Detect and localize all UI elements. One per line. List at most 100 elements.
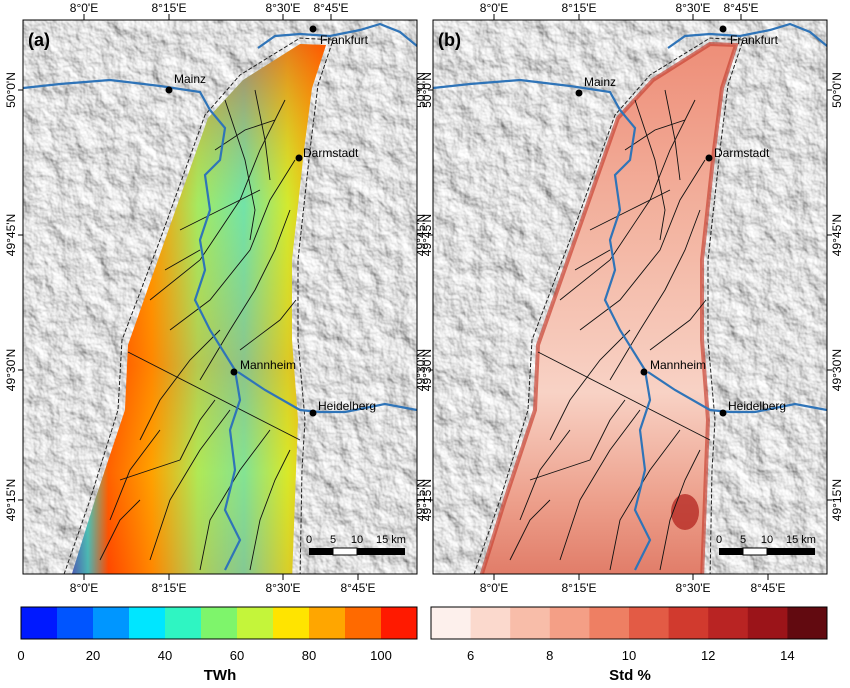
colorbar-swatch [431, 607, 472, 639]
city-dot-heidelberg [719, 409, 727, 417]
right-tick-label: 49°15'N [830, 479, 844, 521]
top-tick-label: 8°45'E [723, 1, 758, 15]
colorbar-tick-label: 8 [546, 648, 553, 663]
main-river [667, 22, 827, 49]
scale-bar-b: 0 5 10 15 km [716, 534, 816, 556]
top-tick-label: 8°15'E [561, 1, 596, 15]
colorbar-swatch [708, 607, 749, 639]
left-tick-label: 50°0'N [414, 72, 428, 108]
city-dot-frankfurt [719, 25, 727, 33]
map-panel-a: 8°0'E 8°15'E 8°30'E 8°45'E 8°0'E 8°15'E 8°30'E… [4, 1, 434, 684]
city-dot-mannheim [230, 368, 238, 376]
graticule-ticks-a: 8°0'E 8°15'E 8°30'E 8°45'E 8°0'E 8°15'E 8°30'E… [4, 1, 434, 595]
main-river [257, 22, 417, 49]
colorbar-tick-label: 60 [230, 648, 244, 663]
bottom-tick-label: 8°15'E [151, 581, 186, 595]
city-label-darmstadt: Darmstadt [714, 146, 770, 160]
colorbar-tick-label: 6 [467, 648, 474, 663]
colorbar-tick-label: 14 [780, 648, 794, 663]
city-label-frankfurt: Frankfurt [730, 33, 779, 47]
map-frame-a [22, 19, 418, 575]
colorbar-swatch [273, 607, 310, 639]
top-tick-label: 8°0'E [480, 1, 508, 15]
colorbar-swatch [381, 607, 418, 639]
graticule-ticks-b: 8°0'E 8°15'E 8°30'E 8°45'E 8°0'E 8°15'E 8°30'E… [414, 1, 844, 595]
colorbar-swatch [201, 607, 238, 639]
colorbar-swatch [668, 607, 709, 639]
colorbar-b: 6 8 10 12 14 [430, 606, 828, 663]
city-dot-mainz [575, 89, 583, 97]
fault-network [509, 89, 711, 571]
city-dot-mannheim [640, 368, 648, 376]
scale-label-5: 5 [740, 534, 746, 546]
colorbar-a: 0 20 40 60 80 100 [17, 606, 418, 663]
right-tick-label: 49°45'N [420, 214, 434, 256]
colorbar-unit-b: Std % [609, 667, 651, 684]
colorbar-swatch [165, 607, 202, 639]
left-tick-label: 49°30'N [414, 349, 428, 391]
top-tick-label: 8°45'E [313, 1, 348, 15]
bottom-tick-label: 8°15'E [561, 581, 596, 595]
colorbar-tick-label: 100 [370, 648, 392, 663]
bottom-tick-label: 8°0'E [480, 581, 508, 595]
bottom-tick-label: 8°30'E [675, 581, 710, 595]
city-label-mainz: Mainz [174, 72, 206, 86]
neckar-river [237, 371, 417, 414]
bottom-tick-label: 8°0'E [70, 581, 98, 595]
map-frame-b [432, 19, 828, 575]
colorbar-swatch [787, 607, 828, 639]
colorbar-swatch [93, 607, 130, 639]
scale-label-10: 10 [351, 534, 363, 546]
left-tick-label: 49°15'N [414, 479, 428, 521]
std-hotspot [671, 494, 699, 530]
right-tick-label: 50°0'N [830, 72, 844, 108]
left-tick-label: 49°45'N [414, 214, 428, 256]
bottom-tick-label: 8°45'E [750, 581, 785, 595]
colorbar-swatch [237, 607, 274, 639]
city-dot-darmstadt [705, 154, 713, 162]
city-label-frankfurt: Frankfurt [320, 33, 369, 47]
neckar-river [647, 371, 827, 414]
left-tick-label: 50°0'N [4, 72, 18, 108]
scale-label-5: 5 [330, 534, 336, 546]
right-tick-label: 49°30'N [830, 349, 844, 391]
left-tick-label: 49°45'N [4, 214, 18, 256]
city-dot-darmstadt [295, 154, 303, 162]
bottom-tick-label: 8°30'E [265, 581, 300, 595]
right-tick-label: 50°0'N [420, 72, 434, 108]
graben-outline-shadow [63, 37, 334, 574]
city-dot-heidelberg [309, 409, 317, 417]
city-markers-a: Frankfurt Mainz Darmstadt Mannheim Heide… [165, 25, 376, 417]
colorbar-swatch [589, 607, 630, 639]
scale-label-0: 0 [306, 534, 312, 546]
city-label-mannheim: Mannheim [240, 358, 296, 372]
city-dot-frankfurt [309, 25, 317, 33]
colorbar-unit-a: TWh [204, 667, 236, 684]
city-label-mainz: Mainz [584, 75, 616, 89]
std-field-edge [479, 41, 739, 574]
city-label-darmstadt: Darmstadt [303, 146, 359, 160]
top-tick-label: 8°30'E [265, 1, 300, 15]
city-label-heidelberg: Heidelberg [728, 399, 786, 413]
colorbar-swatch [510, 607, 551, 639]
colorbar-swatch [470, 607, 511, 639]
scale-label-0: 0 [716, 534, 722, 546]
rhine-river [23, 78, 242, 571]
panel-label-a: (a) [28, 30, 50, 50]
city-label-mannheim: Mannheim [650, 358, 706, 372]
colorbar-swatch [57, 607, 94, 639]
city-dot-mainz [165, 86, 173, 94]
panel-label-b: (b) [438, 30, 461, 50]
scale-label-10: 10 [761, 534, 773, 546]
scale-bar-a: 0 5 10 15 km [306, 534, 406, 556]
colorbar-swatch [747, 607, 788, 639]
graben-outline-shadow [473, 37, 744, 574]
colorbar-swatch [309, 607, 346, 639]
scale-label-15: 15 km [376, 534, 406, 546]
colorbar-tick-label: 20 [86, 648, 100, 663]
top-tick-label: 8°15'E [151, 1, 186, 15]
city-label-heidelberg: Heidelberg [318, 399, 376, 413]
colorbar-frame [430, 606, 828, 640]
bottom-tick-label: 8°45'E [340, 581, 375, 595]
